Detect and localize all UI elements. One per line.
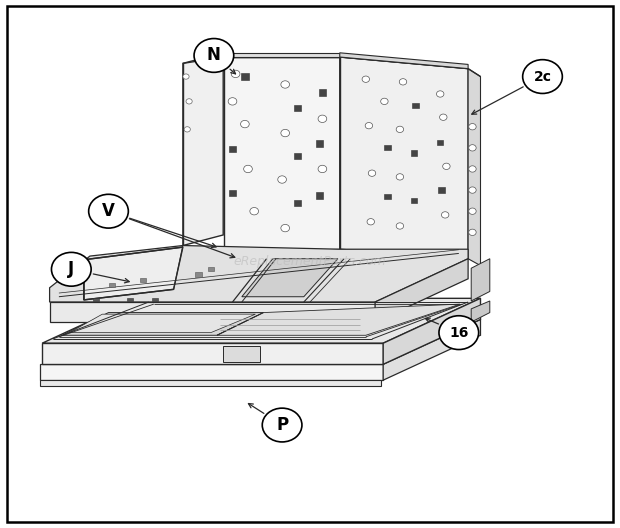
Circle shape [281, 129, 290, 137]
Circle shape [318, 165, 327, 173]
Text: P: P [276, 416, 288, 434]
Text: eReplacementParts.com: eReplacementParts.com [234, 255, 386, 268]
Polygon shape [152, 298, 158, 301]
Polygon shape [471, 259, 490, 301]
Circle shape [184, 127, 190, 132]
Polygon shape [42, 298, 481, 343]
Polygon shape [224, 57, 340, 251]
Circle shape [367, 219, 374, 225]
Polygon shape [294, 200, 301, 206]
Circle shape [362, 76, 370, 82]
Circle shape [186, 99, 192, 104]
Text: V: V [102, 202, 115, 220]
Circle shape [469, 124, 476, 130]
Polygon shape [223, 346, 260, 362]
Circle shape [523, 60, 562, 93]
Circle shape [281, 81, 290, 88]
Polygon shape [471, 301, 490, 322]
Circle shape [399, 79, 407, 85]
Circle shape [244, 165, 252, 173]
Circle shape [262, 408, 302, 442]
Polygon shape [50, 246, 468, 302]
Circle shape [281, 224, 290, 232]
Text: J: J [68, 260, 74, 278]
Circle shape [469, 145, 476, 151]
Polygon shape [93, 298, 99, 301]
Circle shape [89, 194, 128, 228]
Polygon shape [384, 145, 391, 150]
Polygon shape [412, 103, 418, 108]
Polygon shape [319, 89, 326, 96]
Text: N: N [207, 46, 221, 64]
Polygon shape [340, 53, 468, 69]
Polygon shape [242, 259, 338, 297]
Circle shape [231, 70, 240, 78]
Polygon shape [384, 194, 391, 199]
Circle shape [183, 74, 189, 79]
Polygon shape [383, 298, 480, 364]
Circle shape [228, 98, 237, 105]
Circle shape [439, 316, 479, 350]
Polygon shape [340, 57, 468, 259]
Polygon shape [183, 53, 223, 246]
Polygon shape [195, 272, 202, 277]
Circle shape [396, 174, 404, 180]
Circle shape [441, 212, 449, 218]
Polygon shape [217, 304, 460, 335]
Circle shape [469, 187, 476, 193]
Polygon shape [316, 192, 323, 199]
Polygon shape [127, 298, 133, 301]
Polygon shape [411, 198, 417, 203]
Circle shape [396, 223, 404, 229]
Polygon shape [42, 343, 383, 364]
Polygon shape [208, 267, 214, 271]
Circle shape [365, 122, 373, 129]
Polygon shape [411, 150, 417, 156]
Polygon shape [224, 53, 340, 57]
Polygon shape [294, 153, 301, 159]
Circle shape [51, 252, 91, 286]
Text: 2c: 2c [533, 70, 552, 83]
Polygon shape [468, 69, 481, 266]
Circle shape [381, 98, 388, 105]
Polygon shape [437, 140, 443, 145]
Circle shape [469, 229, 476, 235]
Circle shape [278, 176, 286, 183]
Polygon shape [62, 313, 264, 335]
Circle shape [469, 208, 476, 214]
Polygon shape [241, 73, 249, 80]
Polygon shape [140, 278, 146, 282]
Polygon shape [40, 364, 383, 380]
Polygon shape [84, 247, 183, 300]
Polygon shape [108, 283, 115, 287]
Circle shape [250, 208, 259, 215]
Polygon shape [50, 302, 375, 322]
Circle shape [440, 114, 447, 120]
Circle shape [241, 120, 249, 128]
Polygon shape [40, 380, 381, 386]
Polygon shape [229, 146, 236, 152]
Text: 16: 16 [449, 326, 469, 340]
Polygon shape [316, 140, 323, 147]
Circle shape [368, 170, 376, 176]
Polygon shape [294, 105, 301, 111]
Polygon shape [375, 259, 468, 322]
Circle shape [436, 91, 444, 97]
Circle shape [396, 126, 404, 133]
Polygon shape [438, 187, 445, 193]
Polygon shape [229, 190, 236, 196]
Circle shape [318, 115, 327, 122]
Circle shape [194, 39, 234, 72]
Circle shape [469, 166, 476, 172]
Polygon shape [383, 319, 480, 380]
Polygon shape [69, 314, 255, 333]
Circle shape [443, 163, 450, 169]
